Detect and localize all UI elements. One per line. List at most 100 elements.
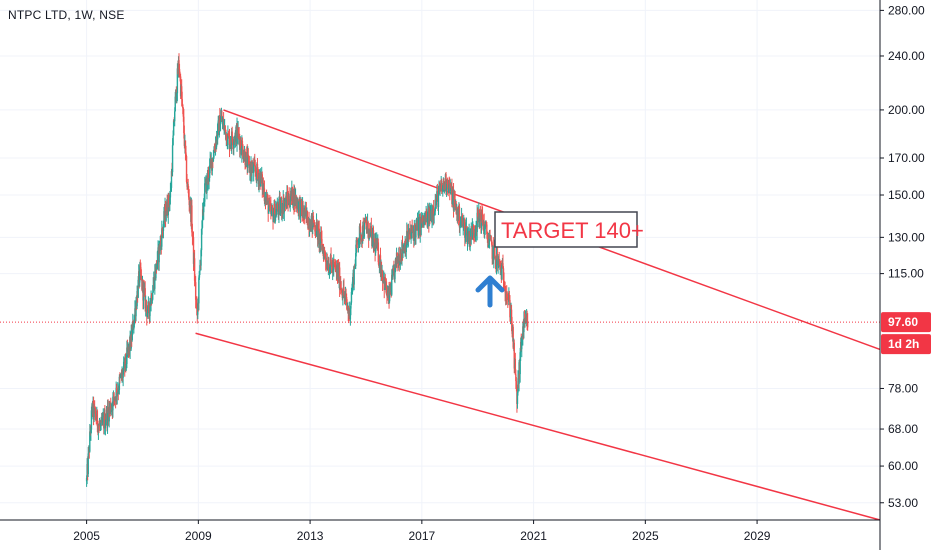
- candle-body: [509, 316, 512, 318]
- candle-body: [271, 207, 274, 211]
- candle-body: [434, 211, 436, 215]
- candle-body: [479, 213, 482, 219]
- candle-body: [108, 406, 110, 422]
- candle-body: [107, 406, 109, 411]
- candle-body: [391, 274, 393, 295]
- candle-body: [199, 265, 201, 272]
- candle-body: [209, 159, 211, 166]
- candle-body: [277, 203, 279, 210]
- trendline[interactable]: [195, 332, 881, 521]
- candle-body: [162, 224, 165, 231]
- candle-body: [382, 280, 384, 283]
- candle-body: [338, 267, 341, 290]
- candle-body: [357, 242, 360, 245]
- candle-body: [93, 406, 95, 418]
- candle-body: [142, 286, 145, 301]
- candle-body: [100, 418, 102, 426]
- candle-body: [433, 214, 435, 216]
- trendlines[interactable]: [195, 109, 881, 521]
- candle-body: [221, 115, 223, 122]
- candle-body: [289, 201, 291, 208]
- x-tick-label: 2017: [408, 529, 435, 543]
- candle-body: [208, 165, 211, 179]
- candle-body: [192, 236, 194, 238]
- candle-body: [156, 251, 159, 265]
- candle-body: [267, 197, 269, 214]
- target-annotation[interactable]: TARGET 140+: [494, 211, 644, 248]
- candle-body: [140, 275, 143, 278]
- candle-body: [504, 290, 506, 293]
- candle-body: [477, 212, 479, 221]
- candle-body: [144, 288, 146, 309]
- candle-body: [330, 254, 332, 262]
- candle-body: [369, 229, 371, 231]
- candle-body: [187, 189, 190, 198]
- candle-body: [399, 264, 401, 266]
- candle-body: [115, 387, 118, 397]
- candle-body: [145, 299, 147, 307]
- candle-body: [515, 381, 518, 387]
- candle-body: [168, 194, 170, 204]
- candle-body: [323, 250, 326, 252]
- candle-body: [206, 175, 208, 193]
- candle-body: [310, 218, 312, 232]
- candle-body: [286, 193, 288, 208]
- candle-body: [203, 201, 205, 203]
- candle-body: [201, 220, 203, 229]
- candle-body: [485, 223, 488, 225]
- candle-body: [95, 413, 97, 420]
- candle-body: [174, 96, 176, 112]
- candle-body: [140, 267, 142, 276]
- candle-body: [192, 237, 195, 264]
- candle-body: [373, 239, 375, 246]
- candle-body: [278, 199, 280, 215]
- candle-body: [515, 374, 517, 382]
- candle-body: [105, 420, 107, 424]
- candle-body: [516, 392, 519, 404]
- candle-body: [483, 229, 486, 233]
- candle-body: [349, 308, 352, 320]
- candle-body: [299, 200, 302, 218]
- candle-body: [133, 324, 135, 330]
- y-tick-label: 280.00: [888, 3, 925, 17]
- candle-body: [215, 135, 218, 147]
- candle-body: [269, 200, 271, 205]
- candle-body: [513, 342, 515, 369]
- candle-body: [459, 222, 462, 226]
- candle-body: [481, 209, 483, 215]
- x-tick-label: 2009: [185, 529, 212, 543]
- candle-body: [372, 230, 375, 246]
- up-arrow-icon[interactable]: [475, 275, 505, 308]
- candle-body: [219, 122, 222, 131]
- candle-body: [411, 227, 413, 230]
- candle-body: [247, 154, 250, 158]
- candle-body: [502, 263, 504, 269]
- candle-body: [279, 198, 281, 212]
- candle-body: [166, 201, 168, 215]
- candle-body: [315, 221, 318, 235]
- candle-body: [308, 218, 310, 230]
- candle-body: [306, 210, 309, 225]
- candle-body: [93, 406, 96, 408]
- candle-body: [182, 104, 184, 109]
- candle-body: [159, 240, 161, 251]
- candle-body: [273, 203, 276, 223]
- candle-body: [508, 295, 511, 300]
- candle-body: [268, 207, 270, 214]
- candle-body: [358, 239, 360, 243]
- candle-body: [162, 230, 164, 232]
- candle-body: [324, 257, 327, 262]
- candle-body: [288, 195, 290, 204]
- candle-body: [355, 252, 357, 267]
- candle-body: [317, 225, 319, 240]
- candle-body: [477, 217, 479, 221]
- candle-body: [432, 207, 435, 216]
- candle-body: [226, 133, 228, 146]
- candle-body: [396, 252, 398, 263]
- candle-body: [488, 236, 491, 242]
- candle-body: [343, 287, 345, 296]
- candle-body: [480, 209, 483, 227]
- candle-body: [335, 266, 337, 268]
